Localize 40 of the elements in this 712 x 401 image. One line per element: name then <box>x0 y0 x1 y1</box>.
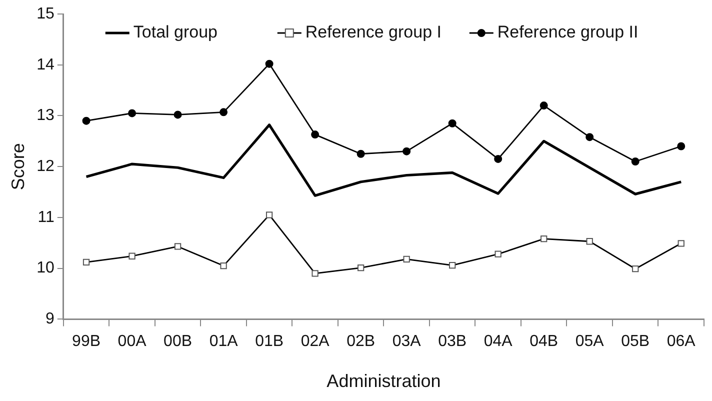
point <box>677 142 686 150</box>
y-tick-label: 10 <box>36 260 54 277</box>
point <box>402 147 411 156</box>
point <box>128 109 136 118</box>
y-tick-label: 14 <box>36 56 54 74</box>
x-tick-label: 99B <box>72 333 101 350</box>
point <box>220 108 228 116</box>
x-tick-label: 01A <box>209 333 238 350</box>
point <box>448 119 456 128</box>
y-axis-title: Score <box>8 143 28 190</box>
y-tick-label: 11 <box>38 208 54 226</box>
x-tick-label: 00B <box>164 333 192 350</box>
y-tick-label: 9 <box>45 310 54 328</box>
x-axis-title: Administration <box>326 371 441 392</box>
y-tick-label: 12 <box>36 158 54 176</box>
point <box>356 150 365 158</box>
x-tick-label: 05B <box>621 333 650 350</box>
x-tick-label: 00A <box>118 333 147 350</box>
x-tick-label: 04B <box>530 333 558 350</box>
legend-label: Total group <box>133 22 218 42</box>
x-tick-label: 02A <box>300 333 330 350</box>
x-tick-label: 05A <box>575 333 604 350</box>
y-tick-label: 15 <box>36 5 54 22</box>
point <box>82 116 90 125</box>
point <box>311 130 320 139</box>
point <box>174 110 182 119</box>
point <box>631 158 640 166</box>
x-tick-label: 03A <box>392 333 422 350</box>
point <box>586 133 594 142</box>
x-tick-label: 06A <box>666 333 696 350</box>
x-tick-label: 04A <box>484 333 513 350</box>
x-tick-label: 03B <box>438 333 467 350</box>
legend-label: Reference group II <box>497 22 638 42</box>
point <box>494 154 502 163</box>
point <box>540 102 548 110</box>
point <box>265 60 274 68</box>
legend-label: Reference group I <box>305 22 442 42</box>
x-tick-label: 02B <box>346 333 376 350</box>
x-tick-label: 01B <box>255 333 284 350</box>
y-tick-label: 13 <box>36 107 54 124</box>
